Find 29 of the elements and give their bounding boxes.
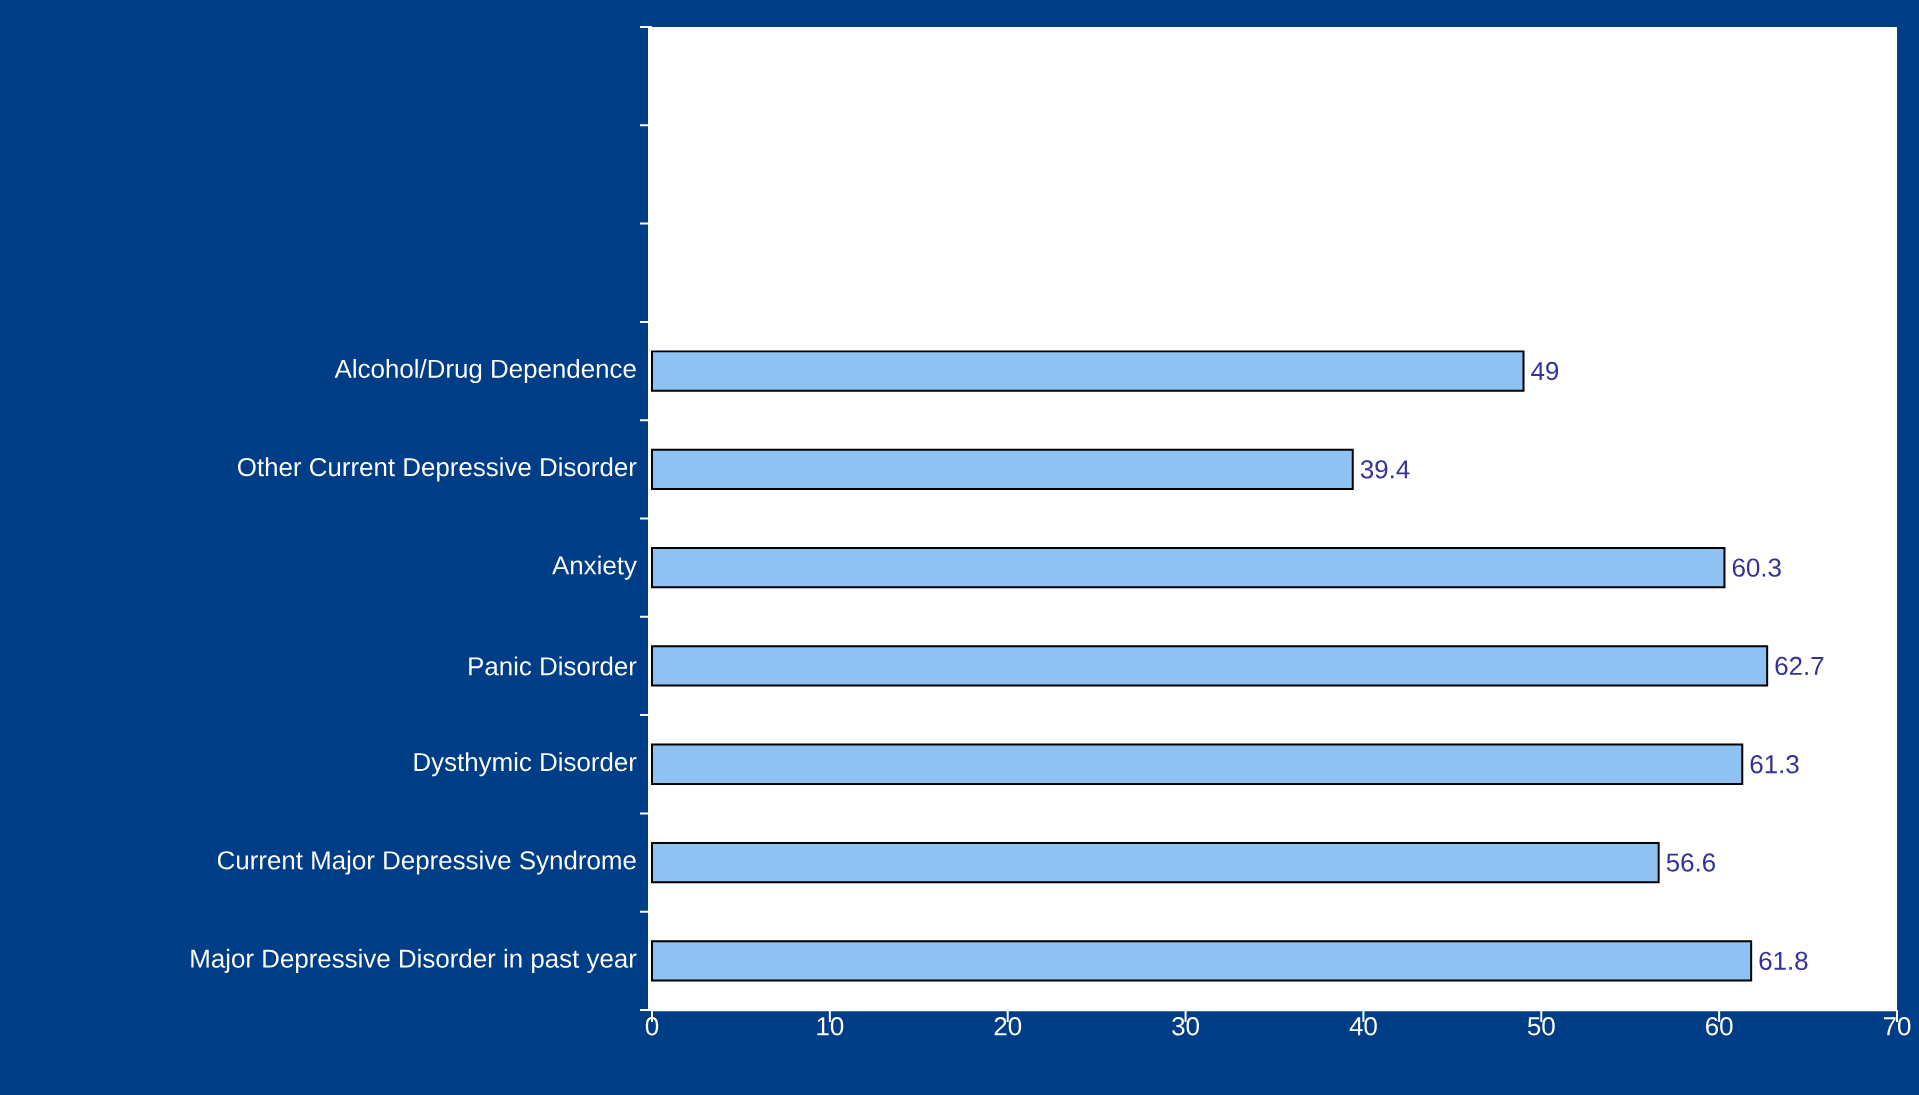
bar xyxy=(651,448,1354,490)
x-tick-label: 0 xyxy=(645,1017,659,1036)
data-label: 60.3 xyxy=(1732,558,1781,577)
bar xyxy=(651,743,1744,785)
y-tick-label: Alcohol/Drug Dependence xyxy=(334,358,636,384)
data-label: 56.6 xyxy=(1666,853,1715,872)
y-tick-label: Dysthymic Disorder xyxy=(414,752,637,777)
data-label: 49 xyxy=(1531,361,1559,381)
data-label: 39.4 xyxy=(1360,460,1410,479)
y-tick-label: Current Major Depressive Syndrome xyxy=(217,850,636,875)
x-tick-label: 40 xyxy=(1349,1017,1377,1036)
data-label: 62.7 xyxy=(1775,656,1824,676)
x-tick-label: 30 xyxy=(1172,1017,1199,1036)
y-tick-label: Anxiety xyxy=(552,555,637,580)
bar xyxy=(651,940,1753,982)
data-label: 61.8 xyxy=(1759,951,1808,971)
bar xyxy=(651,350,1525,392)
bar xyxy=(651,546,1726,589)
y-tick-label: Other Current Depressive Disorder xyxy=(237,457,637,482)
x-tick-label: 70 xyxy=(1883,1017,1911,1036)
y-tick-label: Panic Disorder xyxy=(469,656,637,676)
x-tick-label: 60 xyxy=(1706,1017,1733,1036)
bar xyxy=(651,645,1769,687)
x-tick-label: 20 xyxy=(994,1017,1022,1036)
bar xyxy=(651,841,1660,884)
x-tick-label: 10 xyxy=(817,1017,844,1036)
y-tick-label: Major Depressive Disorder in past year xyxy=(191,948,637,973)
x-tick-label: 50 xyxy=(1527,1017,1555,1036)
data-label: 61.3 xyxy=(1750,755,1799,774)
